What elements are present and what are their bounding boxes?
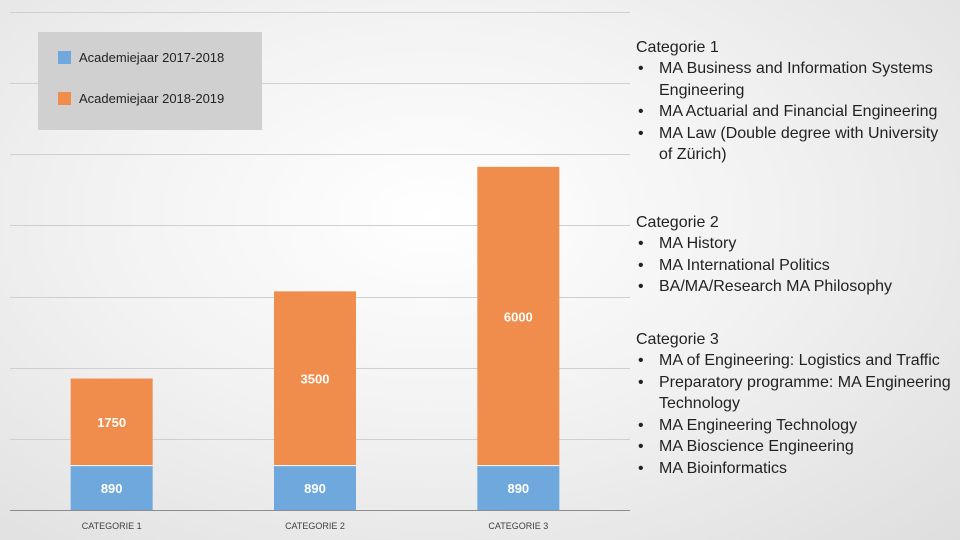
bar-cat1-series1 <box>70 465 153 510</box>
list-item-text: MA Bioinformatics <box>659 459 788 477</box>
list-item-text: MA Actuarial and Financial Engineering <box>659 103 938 120</box>
bar-cat3-series2 <box>477 166 560 466</box>
categorie-1-list: • MA Business and Information Systems Eng… <box>636 58 956 166</box>
bullet-icon: • <box>638 124 644 142</box>
bullet-icon: • <box>638 235 644 252</box>
bullet-icon: • <box>638 438 644 455</box>
data-label: 890 <box>507 481 529 496</box>
bar-cat2-series1 <box>274 465 356 510</box>
list-item: • MA Engineering Technology <box>636 415 956 437</box>
bar-labels: 890 1750 890 3500 890 6000 <box>97 309 533 496</box>
list-item: • Preparatory programme: MA Engineering T… <box>636 372 956 415</box>
legend-label: Academiejaar 2017-2018 <box>79 50 225 65</box>
categorie-title: Categorie 1 <box>636 39 719 56</box>
list-item-text: MA Bioscience Engineering <box>659 438 854 455</box>
data-label: 1750 <box>97 415 126 430</box>
categorie-title: Categorie 2 <box>636 214 719 231</box>
categorie-2-block: Categorie 2 • MA History • MA Internationa… <box>636 212 956 298</box>
bar-cat3-series1 <box>477 465 560 510</box>
bar-cat1-series2 <box>70 378 153 466</box>
bullet-icon: • <box>638 103 644 120</box>
data-label: 3500 <box>301 372 330 387</box>
legend-swatch-2017-2018 <box>58 51 71 64</box>
list-item: • MA Bioscience Engineering <box>636 436 956 458</box>
list-item-text: MA History <box>659 235 737 252</box>
bullet-icon: • <box>638 373 644 391</box>
list-item: • MA Actuarial and Financial Engineering <box>636 101 956 123</box>
bullet-icon: • <box>638 278 644 295</box>
categorie-title: Categorie 3 <box>636 331 719 348</box>
list-item: • MA Law (Double degree with University o… <box>636 123 956 166</box>
list-item-text: MA Engineering Technology <box>659 416 858 434</box>
list-item-text: BA/MA/Research MA Philosophy <box>659 278 892 295</box>
categorie-3-list: • MA of Engineering: Logistics and Traffi… <box>636 350 956 479</box>
list-item-text: Preparatory programme: MA Engineering Te… <box>659 373 951 413</box>
list-item: • MA of Engineering: Logistics and Traffi… <box>636 350 956 372</box>
list-item: • BA/MA/Research MA Philosophy <box>636 276 956 298</box>
list-item: • MA Bioinformatics <box>636 458 956 480</box>
legend-item-2017-2018: Academiejaar 2017-2018 <box>58 50 224 65</box>
chart-legend: Academiejaar 2017-2018 Academiejaar 2018… <box>38 32 262 130</box>
bullet-icon: • <box>638 459 644 477</box>
bullet-icon: • <box>638 256 644 274</box>
categorie-3-block: Categorie 3 • MA of Engineering: Logistic… <box>636 329 956 479</box>
x-tick-label: CATEGORIE 1 <box>82 521 142 531</box>
bar-cat2-series2 <box>274 291 356 466</box>
legend-label: Academiejaar 2018-2019 <box>79 91 225 106</box>
categorie-1-block: Categorie 1 • MA Business and Information… <box>636 37 956 166</box>
x-tick-labels: CATEGORIE 1 CATEGORIE 2 CATEGORIE 3 <box>82 521 549 531</box>
list-item: • MA History <box>636 233 956 255</box>
data-label: 6000 <box>504 309 533 324</box>
bars <box>70 166 560 510</box>
list-item-text: MA of Engineering: Logistics and Traffic <box>659 352 940 369</box>
legend-item-2018-2019: Academiejaar 2018-2019 <box>58 91 224 106</box>
bullet-icon: • <box>638 416 644 434</box>
legend-swatch-2018-2019 <box>58 92 71 105</box>
list-item: • MA Business and Information Systems Eng… <box>636 58 956 101</box>
x-tick-label: CATEGORIE 2 <box>285 521 345 531</box>
bullet-icon: • <box>638 352 644 369</box>
x-tick-label: CATEGORIE 3 <box>488 521 548 531</box>
list-item-text: MA International Politics <box>659 256 830 274</box>
data-label: 890 <box>101 481 123 496</box>
categorie-2-list: • MA History • MA International Politics •… <box>636 233 956 298</box>
bullet-icon: • <box>638 60 644 77</box>
list-item: • MA International Politics <box>636 255 956 277</box>
data-label: 890 <box>304 481 326 496</box>
list-item-text: MA Law (Double degree with University of… <box>659 124 939 164</box>
list-item-text: MA Business and Information Systems Engi… <box>659 60 933 99</box>
